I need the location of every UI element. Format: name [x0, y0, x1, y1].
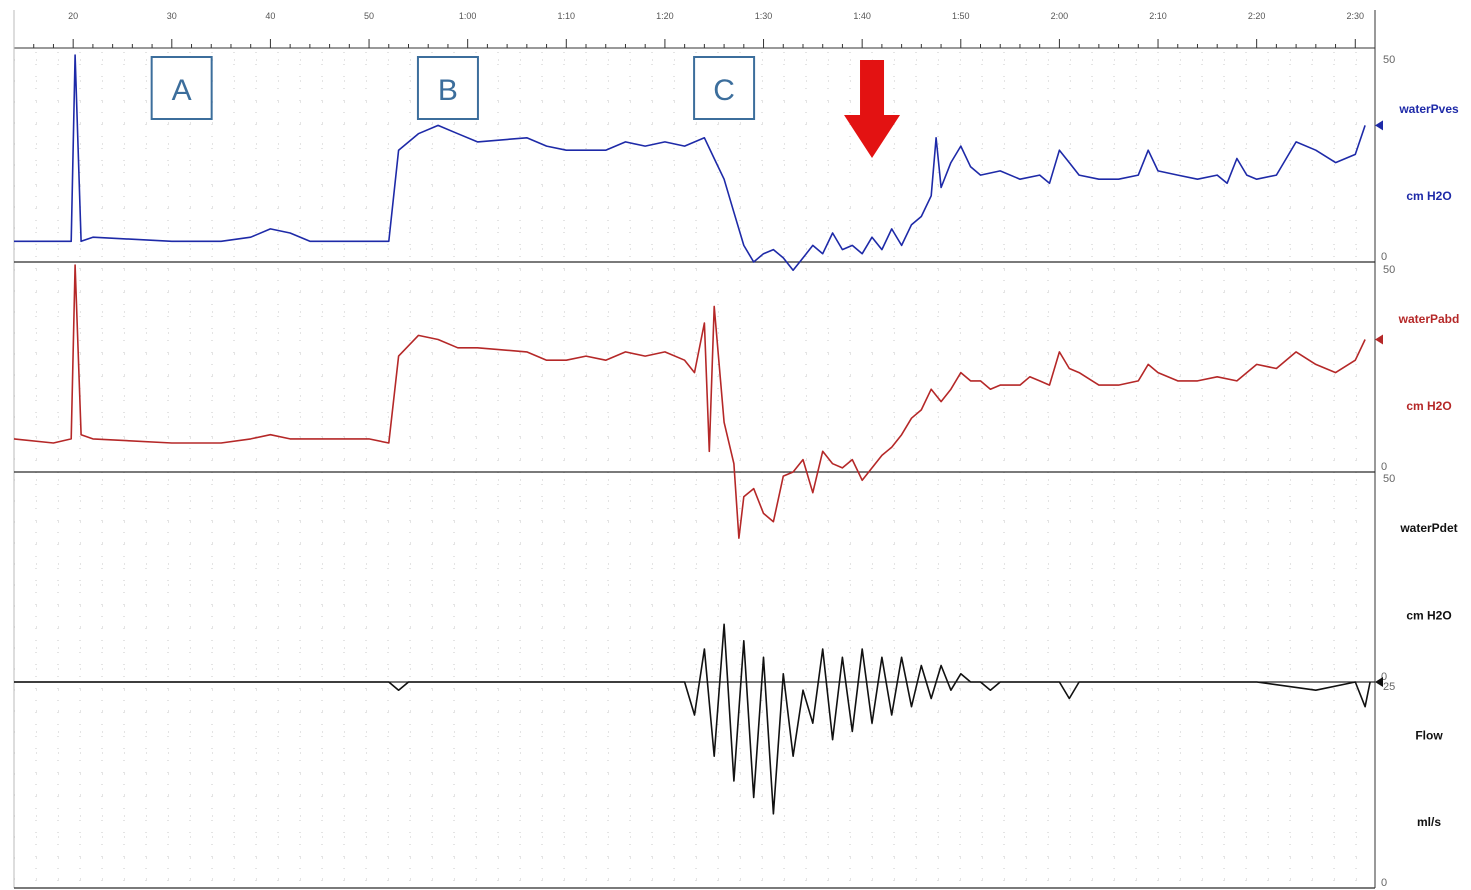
- scale-bottom-waterPves: 0: [1381, 251, 1387, 263]
- channel-unit-waterPabd: cm H2O: [1406, 399, 1451, 413]
- annotation-box-A: [150, 56, 213, 120]
- time-axis: 20 30 40 50 1:00 1:10 1:20 1:30 1:40 1:50 2:00 2:10…: [13, 10, 1376, 888]
- trace-waterPabd: [13, 264, 1366, 539]
- channel-label-waterPdet: waterPdet: [1399, 521, 1457, 535]
- annotation-label-A: A: [172, 74, 192, 107]
- scale-top-waterPdet: 50: [1383, 473, 1395, 485]
- annotation-label-B: B: [438, 74, 458, 107]
- channel-marker-waterPabd: [1375, 334, 1383, 345]
- scale-top-Flow: 25: [1383, 681, 1395, 693]
- channel-unit-waterPdet: cm H2O: [1406, 609, 1451, 623]
- grid-layer: [14, 52, 1375, 888]
- time-axis-tick-label: 1:10: [558, 11, 576, 21]
- trace-waterPves: [14, 54, 1366, 272]
- channel-label-Flow: Flow: [1415, 729, 1443, 743]
- time-axis-tick-label: 2:20: [1248, 11, 1266, 21]
- channel-label-waterPabd: waterPabd: [1398, 312, 1460, 326]
- scale-top-waterPabd: 50: [1383, 264, 1395, 276]
- channel-label-waterPves: waterPves: [1398, 102, 1459, 116]
- time-axis-tick-label: 20: [68, 11, 78, 21]
- plot-background: [14, 10, 1375, 888]
- scale-top-waterPves: 50: [1383, 54, 1395, 66]
- time-axis-tick-label: 1:40: [853, 11, 871, 21]
- channel-unit-Flow: ml/s: [1417, 815, 1441, 829]
- time-axis-tick-label: 50: [364, 11, 374, 21]
- time-axis-tick-label: 1:50: [952, 11, 970, 21]
- time-axis-tick-label: 1:30: [755, 11, 773, 21]
- scale-bottom-waterPabd: 0: [1381, 461, 1387, 473]
- time-axis-tick-label: 1:00: [459, 11, 477, 21]
- annotation-box-C: [693, 56, 756, 120]
- annotations: A B C: [150, 56, 901, 158]
- trace-Flow: [14, 623, 1371, 815]
- channel-marker-Flow: [1375, 677, 1383, 687]
- scale-bottom-Flow: 0: [1381, 877, 1387, 889]
- time-axis-tick-label: 2:30: [1347, 11, 1365, 21]
- channel-unit-waterPves: cm H2O: [1406, 189, 1451, 203]
- scale-bottom-waterPdet: 0: [1381, 671, 1387, 683]
- time-axis-tick-label: 2:00: [1051, 11, 1069, 21]
- annotation-label-C: C: [713, 74, 735, 107]
- annotation-box-B: [416, 56, 479, 120]
- time-axis-tick-label: 2:10: [1149, 11, 1167, 21]
- annotation-arrow-down: [844, 60, 901, 158]
- time-axis-tick-label: 1:20: [656, 11, 674, 21]
- time-axis-tick-label: 40: [265, 11, 275, 21]
- time-axis-tick-label: 30: [167, 11, 177, 21]
- channel-marker-waterPves: [1375, 120, 1383, 131]
- channel-traces: [13, 54, 1371, 815]
